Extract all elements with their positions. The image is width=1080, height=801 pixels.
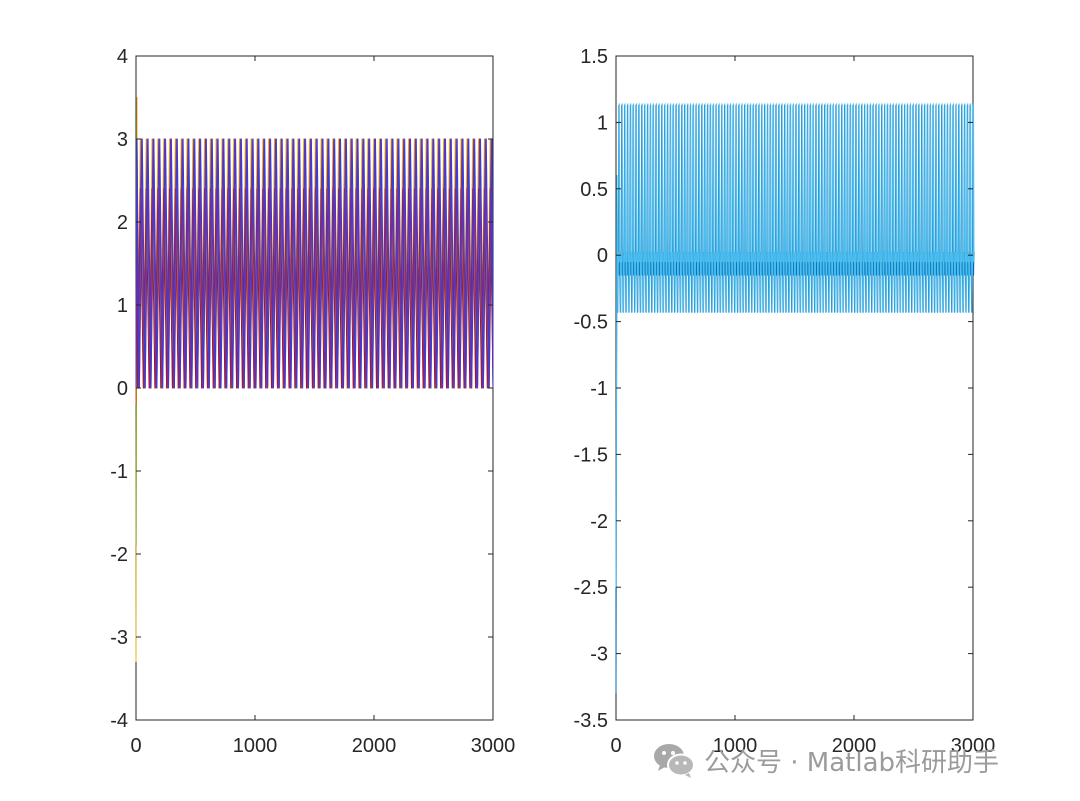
- right-axis-ticks: 0 1000 2000 3000 -3.5 -3 -2.5 -2 -1.5 -1 -0.5 0 0.5 1…: [574, 46, 996, 757]
- right-plot-lines: [615, 103, 975, 694]
- left-axis-ticks: 0 1000 2000 3000 -4 -3 -2 -1 0 1 2 3 4: [110, 46, 515, 757]
- y-tick-label: -1: [110, 461, 128, 483]
- y-tick-label: -2: [110, 544, 128, 566]
- left-plot-lines: [135, 97, 494, 662]
- series-line-2: [615, 103, 975, 588]
- series-line-6: [135, 138, 494, 389]
- watermark: 公众号 · Matlab科研助手: [652, 738, 999, 782]
- x-tick-label: 3000: [471, 735, 516, 757]
- x-tick-label: 2000: [832, 735, 877, 757]
- wechat-icon: [654, 744, 695, 778]
- y-tick-label: 0.5: [580, 179, 608, 201]
- x-tick-label: 3000: [951, 735, 996, 757]
- y-tick-label: -1.5: [574, 444, 608, 466]
- y-tick-label: 4: [117, 46, 128, 68]
- x-tick-label: 0: [130, 735, 141, 757]
- x-tick-label: 1000: [713, 735, 758, 757]
- y-tick-label: 1.5: [580, 46, 608, 68]
- x-tick-label: 1000: [233, 735, 278, 757]
- y-tick-label: 0: [117, 378, 128, 400]
- y-tick-label: -3: [590, 644, 608, 666]
- y-tick-label: 0: [597, 245, 608, 267]
- y-tick-label: -3: [110, 627, 128, 649]
- y-tick-label: -0.5: [574, 312, 608, 334]
- y-tick-label: -4: [110, 710, 128, 732]
- y-tick-label: 1: [117, 295, 128, 317]
- y-tick-label: 1: [597, 112, 608, 134]
- y-tick-label: -3.5: [574, 710, 608, 732]
- x-tick-label: 0: [610, 735, 621, 757]
- y-tick-label: -2: [590, 511, 608, 533]
- watermark-text: 公众号 · Matlab科研助手: [704, 747, 1000, 778]
- right-chart: 0 1000 2000 3000 -3.5 -3 -2.5 -2 -1.5 -1 -0.5 0 0.5 1…: [574, 46, 996, 757]
- y-tick-label: -2.5: [574, 577, 608, 599]
- y-tick-label: 3: [117, 129, 128, 151]
- series-line-5: [135, 138, 494, 389]
- left-chart: 0 1000 2000 3000 -4 -3 -2 -1 0 1 2 3 4: [110, 46, 515, 757]
- y-tick-label: 2: [117, 212, 128, 234]
- x-tick-label: 2000: [352, 735, 397, 757]
- y-tick-label: -1: [590, 378, 608, 400]
